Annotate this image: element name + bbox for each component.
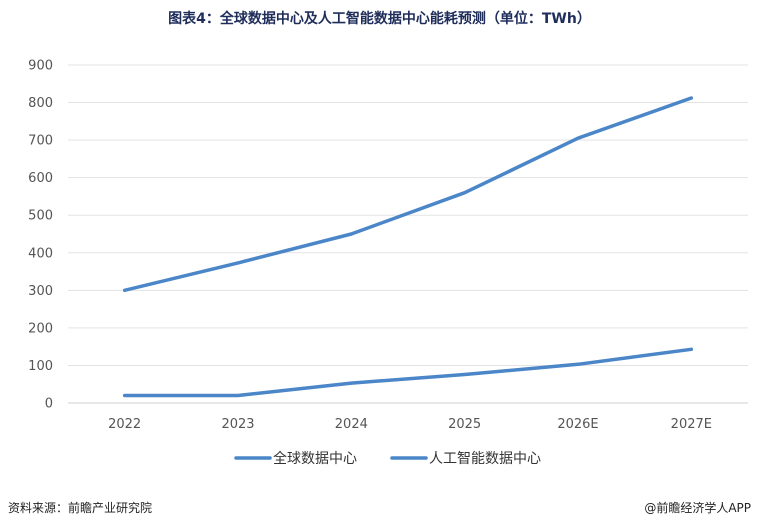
- source-note: 资料来源：前瞻产业研究院: [8, 501, 153, 515]
- brand-note: @前瞻经济学人APP: [644, 501, 751, 515]
- y-tick-label: 500: [28, 209, 53, 224]
- y-tick-label: 700: [28, 134, 53, 149]
- y-tick-label: 100: [28, 359, 53, 374]
- legend: 全球数据中心 人工智能数据中心: [234, 450, 541, 467]
- y-axis-ticks: 0 100 200 300 400 500 600 700 800 900: [28, 59, 53, 412]
- y-tick-label: 400: [28, 246, 53, 261]
- series-lines: [122, 96, 694, 398]
- legend-label: 人工智能数据中心: [429, 451, 541, 467]
- x-axis-ticks: 2022 2023 2024 2025 2026E 2027E: [108, 417, 712, 432]
- x-tick-label: 2027E: [671, 417, 712, 432]
- y-tick-label: 800: [28, 96, 53, 111]
- x-tick-label: 2023: [221, 417, 254, 432]
- x-tick-label: 2022: [108, 417, 141, 432]
- series-line-1: [122, 96, 694, 293]
- x-tick-label: 2024: [335, 417, 368, 432]
- x-tick-label: 2025: [448, 417, 481, 432]
- y-tick-label: 600: [28, 171, 53, 186]
- y-tick-label: 300: [28, 284, 53, 299]
- grid-lines: [68, 64, 748, 404]
- chart-title: 图表4：全球数据中心及人工智能数据中心能耗预测（单位：TWh）: [168, 11, 591, 27]
- y-tick-label: 0: [45, 397, 53, 412]
- x-tick-label: 2026E: [557, 417, 598, 432]
- y-tick-label: 200: [28, 321, 53, 336]
- legend-label: 全球数据中心: [273, 450, 357, 467]
- series-line-2: [122, 347, 694, 398]
- y-tick-label: 900: [28, 59, 53, 74]
